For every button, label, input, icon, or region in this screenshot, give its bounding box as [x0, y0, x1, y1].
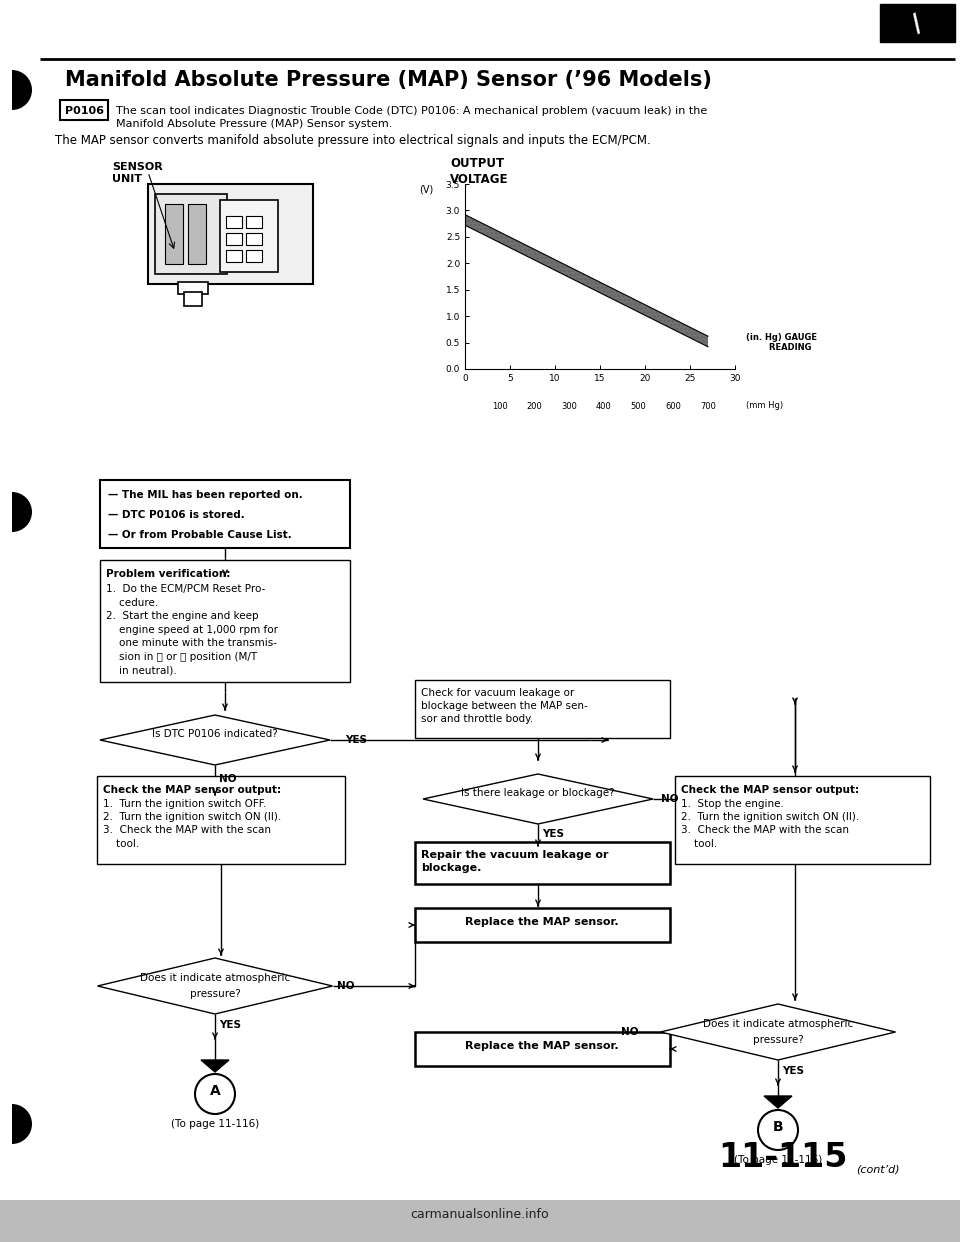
- Bar: [100, 560, 350, 682]
- Text: NO: NO: [338, 981, 355, 991]
- Bar: [184, 292, 202, 306]
- Text: (cont’d): (cont’d): [856, 1164, 900, 1174]
- Text: Replace the MAP sensor.: Replace the MAP sensor.: [466, 917, 619, 927]
- Polygon shape: [100, 715, 330, 765]
- Text: Does it indicate atmospheric: Does it indicate atmospheric: [140, 972, 290, 982]
- Bar: [100, 479, 350, 548]
- Text: YES: YES: [542, 828, 564, 840]
- Bar: [880, 4, 955, 42]
- Text: 200: 200: [526, 401, 542, 411]
- Bar: [226, 250, 242, 262]
- Text: The MAP sensor converts manifold absolute pressure into electrical signals and i: The MAP sensor converts manifold absolut…: [55, 134, 651, 147]
- Bar: [226, 216, 242, 229]
- Text: YES: YES: [782, 1067, 804, 1077]
- Text: SENSOR
UNIT: SENSOR UNIT: [112, 161, 163, 184]
- Text: — Or from Probable Cause List.: — Or from Probable Cause List.: [108, 530, 292, 540]
- Text: /: /: [907, 10, 927, 36]
- Bar: [246, 250, 262, 262]
- Text: OUTPUT
VOLTAGE: OUTPUT VOLTAGE: [450, 156, 509, 186]
- Text: pressure?: pressure?: [753, 1035, 804, 1045]
- Text: 400: 400: [596, 401, 612, 411]
- Text: Check the MAP sensor output:: Check the MAP sensor output:: [103, 785, 281, 795]
- Bar: [148, 184, 313, 284]
- Text: 600: 600: [665, 401, 682, 411]
- Bar: [178, 282, 208, 294]
- Text: Is DTC P0106 indicated?: Is DTC P0106 indicated?: [152, 729, 277, 739]
- Text: (in. Hg) GAUGE
        READING: (in. Hg) GAUGE READING: [746, 333, 817, 353]
- Wedge shape: [12, 70, 32, 111]
- Text: NO: NO: [219, 774, 236, 784]
- Polygon shape: [423, 774, 653, 823]
- Text: Check the MAP sensor output:: Check the MAP sensor output:: [681, 785, 859, 795]
- Bar: [60, 101, 108, 120]
- Text: 300: 300: [562, 401, 577, 411]
- Bar: [246, 216, 262, 229]
- Bar: [97, 776, 345, 864]
- Text: (To page 11-116): (To page 11-116): [733, 1155, 822, 1165]
- Text: pressure?: pressure?: [190, 989, 240, 999]
- Polygon shape: [201, 1059, 229, 1072]
- Text: 1.  Stop the engine.
2.  Turn the ignition switch ON (II).
3.  Check the MAP wit: 1. Stop the engine. 2. Turn the ignition…: [681, 799, 859, 848]
- Text: Is there leakage or blockage?: Is there leakage or blockage?: [461, 787, 614, 799]
- Polygon shape: [98, 958, 332, 1013]
- Bar: [415, 842, 670, 884]
- Text: Check for vacuum leakage or
blockage between the MAP sen-
sor and throttle body.: Check for vacuum leakage or blockage bet…: [421, 688, 588, 724]
- Text: YES: YES: [345, 735, 367, 745]
- Text: — DTC P0106 is stored.: — DTC P0106 is stored.: [108, 510, 245, 520]
- Text: carmanualsonline.info: carmanualsonline.info: [411, 1207, 549, 1221]
- Text: Manifold Absolute Pressure (MAP) Sensor (’96 Models): Manifold Absolute Pressure (MAP) Sensor …: [65, 70, 712, 89]
- Wedge shape: [12, 492, 32, 532]
- Text: 11-115: 11-115: [718, 1141, 848, 1174]
- Bar: [246, 233, 262, 245]
- Text: 100: 100: [492, 401, 508, 411]
- Text: (mm Hg): (mm Hg): [746, 401, 783, 410]
- Bar: [188, 204, 206, 265]
- Polygon shape: [660, 1004, 896, 1059]
- Bar: [415, 681, 670, 738]
- Text: NO: NO: [661, 794, 679, 804]
- Bar: [165, 204, 183, 265]
- Bar: [155, 194, 227, 274]
- Text: YES: YES: [219, 1021, 241, 1031]
- Bar: [415, 1032, 670, 1066]
- Text: P0106: P0106: [64, 106, 104, 116]
- Text: 500: 500: [631, 401, 646, 411]
- Bar: [0, 1200, 960, 1242]
- Text: — The MIL has been reported on.: — The MIL has been reported on.: [108, 491, 302, 501]
- Text: Repair the vacuum leakage or
blockage.: Repair the vacuum leakage or blockage.: [421, 850, 609, 873]
- Text: B: B: [773, 1120, 783, 1134]
- Text: NO: NO: [620, 1027, 638, 1037]
- Text: Does it indicate atmospheric: Does it indicate atmospheric: [703, 1018, 853, 1030]
- Text: 700: 700: [700, 401, 716, 411]
- Text: (V): (V): [420, 184, 434, 194]
- Bar: [675, 776, 930, 864]
- Wedge shape: [12, 1104, 32, 1144]
- Text: Problem verification:: Problem verification:: [106, 569, 230, 579]
- Text: 1.  Do the ECM/PCM Reset Pro-
    cedure.
2.  Start the engine and keep
    engi: 1. Do the ECM/PCM Reset Pro- cedure. 2. …: [106, 584, 278, 676]
- Text: A: A: [209, 1084, 221, 1098]
- Text: Replace the MAP sensor.: Replace the MAP sensor.: [466, 1041, 619, 1051]
- Bar: [220, 200, 278, 272]
- Text: 1.  Turn the ignition switch OFF.
2.  Turn the ignition switch ON (II).
3.  Chec: 1. Turn the ignition switch OFF. 2. Turn…: [103, 799, 281, 848]
- Bar: [226, 233, 242, 245]
- Text: The scan tool indicates Diagnostic Trouble Code (DTC) P0106: A mechanical proble: The scan tool indicates Diagnostic Troub…: [116, 106, 708, 116]
- Polygon shape: [764, 1095, 792, 1108]
- Text: Manifold Absolute Pressure (MAP) Sensor system.: Manifold Absolute Pressure (MAP) Sensor …: [116, 119, 393, 129]
- Bar: [415, 908, 670, 941]
- Text: (To page 11-116): (To page 11-116): [171, 1119, 259, 1129]
